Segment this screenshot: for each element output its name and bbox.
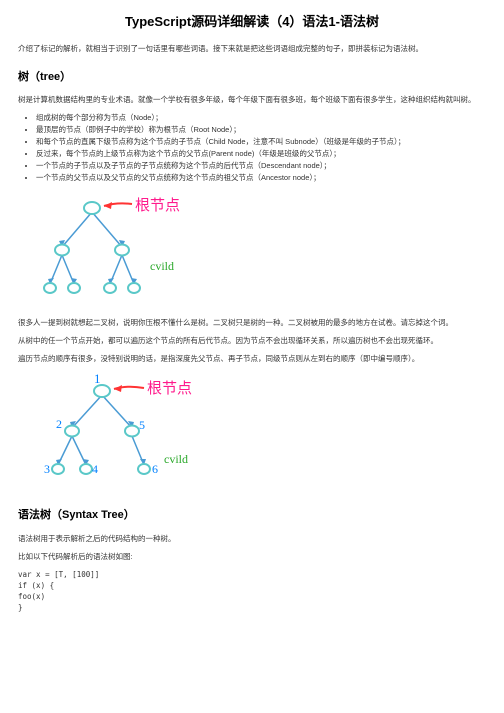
svg-text:2: 2 (56, 417, 62, 431)
svg-text:cvild: cvild (164, 452, 188, 466)
code-line: } (18, 602, 486, 613)
binary-tree-note: 很多人一提到树就想起二叉树，说明你压根不懂什么是树。二叉树只是树的一种。二叉树被… (18, 317, 486, 329)
section-syntax-tree-heading: 语法树（Syntax Tree） (18, 507, 486, 525)
svg-text:根节点: 根节点 (135, 197, 180, 214)
list-item: 最顶层的节点（即例子中的学校）称为根节点（Root Node）； (36, 124, 486, 136)
list-item: 反过来，每个节点的上级节点称为这个节点的父节点(Parent node)（年级是… (36, 148, 486, 160)
code-line: if (x) { (18, 580, 486, 591)
list-item: 组成树的每个部分称为节点（Node）； (36, 112, 486, 124)
code-example: var x = [T, [100]] if (x) { foo(x) } (18, 569, 486, 614)
tree-diagram-2: 1 2 5 3 4 6 根节点 cvild (32, 373, 486, 493)
svg-text:6: 6 (152, 462, 158, 476)
traverse-note-1: 从树中的任一个节点开始，都可以遍历这个节点的所有后代节点。因为节点不会出现循环关… (18, 335, 486, 347)
intro-paragraph: 介绍了标记的解析，就相当于识别了一句话里有哪些词语。接下来就是把这些词语组成完整… (18, 43, 486, 55)
code-line: var x = [T, [100]] (18, 569, 486, 580)
list-item: 和每个节点的直属下级节点称为这个节点的子节点（Child Node，注意不叫 S… (36, 136, 486, 148)
syntax-tree-example-intro: 比如以下代码解析后的语法树如图: (18, 551, 486, 563)
svg-text:根节点: 根节点 (147, 380, 192, 397)
code-line: foo(x) (18, 591, 486, 602)
section-tree-heading: 树（tree） (18, 69, 486, 87)
syntax-tree-definition: 语法树用于表示解析之后的代码结构的一种树。 (18, 533, 486, 545)
page-title: TypeScript源码详细解读（4）语法1-语法树 (18, 12, 486, 33)
traverse-note-2: 遍历节点的顺序有很多，没特别说明的话，是指深度先父节点、再子节点，同级节点则从左… (18, 353, 486, 365)
tree-definition: 树是计算机数据结构里的专业术语。就像一个学校有很多年级，每个年级下面有很多班，每… (18, 94, 486, 106)
svg-text:5: 5 (139, 418, 145, 432)
list-item: 一个节点的父节点以及父节点的父节点统称为这个节点的祖父节点（Ancestor n… (36, 172, 486, 184)
svg-text:4: 4 (92, 462, 98, 476)
svg-text:3: 3 (44, 462, 50, 476)
tree-diagram-1: 根节点 cvild (32, 192, 486, 307)
svg-text:cvild: cvild (150, 259, 174, 273)
list-item: 一个节点的子节点以及子节点的子节点统称为这个节点的后代节点（Descendant… (36, 160, 486, 172)
svg-text:1: 1 (94, 373, 101, 386)
tree-terms-list: 组成树的每个部分称为节点（Node）； 最顶层的节点（即例子中的学校）称为根节点… (36, 112, 486, 184)
